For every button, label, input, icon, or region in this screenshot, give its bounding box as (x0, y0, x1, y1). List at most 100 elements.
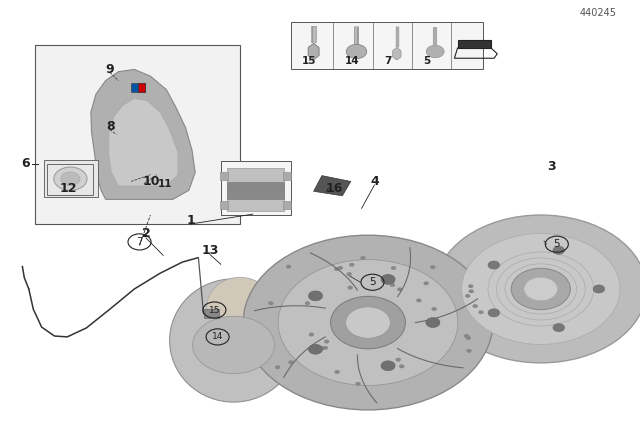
Circle shape (424, 282, 429, 285)
Ellipse shape (170, 279, 298, 402)
Text: 3: 3 (547, 160, 556, 173)
Polygon shape (458, 40, 491, 48)
Bar (204, 309, 219, 318)
Circle shape (381, 275, 395, 284)
Circle shape (309, 333, 314, 336)
Circle shape (468, 284, 473, 288)
Circle shape (330, 297, 406, 349)
Circle shape (356, 382, 360, 385)
Polygon shape (314, 176, 351, 196)
Text: 12: 12 (60, 181, 77, 195)
Circle shape (435, 215, 640, 363)
Circle shape (464, 334, 469, 338)
Circle shape (417, 299, 421, 302)
Text: 6: 6 (21, 157, 30, 170)
Circle shape (524, 277, 557, 301)
Circle shape (308, 291, 323, 301)
Circle shape (426, 45, 444, 58)
Circle shape (426, 318, 440, 327)
Text: 14: 14 (212, 332, 223, 341)
FancyBboxPatch shape (44, 160, 98, 197)
Bar (227, 168, 284, 211)
Circle shape (381, 361, 395, 370)
Circle shape (289, 361, 293, 364)
Text: 440245: 440245 (580, 9, 617, 18)
Text: 8: 8 (106, 120, 115, 133)
Bar (220, 172, 228, 180)
Text: 11: 11 (158, 179, 172, 189)
Bar (283, 172, 291, 180)
Circle shape (479, 310, 483, 314)
Circle shape (193, 316, 275, 374)
Text: 14: 14 (344, 56, 359, 65)
Text: 16: 16 (325, 181, 343, 195)
Circle shape (396, 358, 401, 362)
Bar (283, 201, 291, 209)
Text: 2: 2 (141, 227, 150, 241)
Polygon shape (109, 99, 178, 186)
Circle shape (320, 346, 325, 350)
Text: 7: 7 (136, 237, 143, 247)
Circle shape (346, 307, 390, 338)
Circle shape (61, 172, 80, 185)
Circle shape (390, 283, 395, 287)
Circle shape (334, 267, 339, 271)
Circle shape (488, 309, 500, 317)
Circle shape (338, 266, 343, 270)
Circle shape (461, 233, 620, 345)
Circle shape (397, 288, 402, 291)
Ellipse shape (207, 277, 273, 336)
Text: 15: 15 (301, 56, 316, 65)
Circle shape (432, 307, 436, 311)
Circle shape (468, 289, 474, 293)
Text: 1: 1 (186, 214, 195, 227)
Circle shape (473, 304, 477, 308)
Circle shape (391, 266, 396, 270)
Circle shape (286, 265, 291, 268)
Circle shape (360, 256, 365, 260)
Text: 7: 7 (385, 56, 392, 65)
FancyBboxPatch shape (221, 161, 291, 215)
Circle shape (511, 268, 570, 310)
Circle shape (275, 366, 280, 369)
Text: 9: 9 (106, 63, 115, 76)
Circle shape (553, 246, 564, 254)
Circle shape (553, 323, 564, 332)
Circle shape (324, 340, 329, 343)
Text: 5: 5 (369, 277, 376, 287)
Circle shape (593, 285, 605, 293)
Circle shape (243, 235, 493, 410)
Circle shape (465, 294, 470, 297)
Bar (227, 182, 284, 199)
FancyBboxPatch shape (35, 45, 240, 224)
Circle shape (430, 266, 435, 269)
Polygon shape (392, 47, 401, 60)
Polygon shape (91, 69, 195, 199)
Circle shape (278, 260, 458, 385)
Text: 5: 5 (554, 239, 560, 249)
Text: 4: 4 (370, 175, 379, 188)
Circle shape (308, 345, 323, 354)
Circle shape (346, 44, 367, 59)
FancyBboxPatch shape (291, 22, 483, 69)
Circle shape (349, 263, 354, 267)
Text: 5: 5 (423, 56, 430, 65)
Text: 10: 10 (143, 175, 161, 188)
Circle shape (348, 286, 353, 289)
Circle shape (335, 370, 340, 374)
Text: 13: 13 (201, 244, 219, 258)
Circle shape (54, 167, 87, 190)
Circle shape (268, 302, 273, 305)
Circle shape (399, 365, 404, 368)
Bar (220, 201, 228, 209)
Bar (138, 83, 145, 92)
Text: 15: 15 (209, 306, 220, 314)
Circle shape (323, 346, 328, 349)
Circle shape (305, 302, 310, 305)
Circle shape (347, 272, 351, 276)
Circle shape (466, 336, 471, 340)
Circle shape (316, 292, 321, 295)
Polygon shape (308, 43, 319, 60)
Bar (131, 83, 145, 92)
Circle shape (467, 349, 472, 353)
